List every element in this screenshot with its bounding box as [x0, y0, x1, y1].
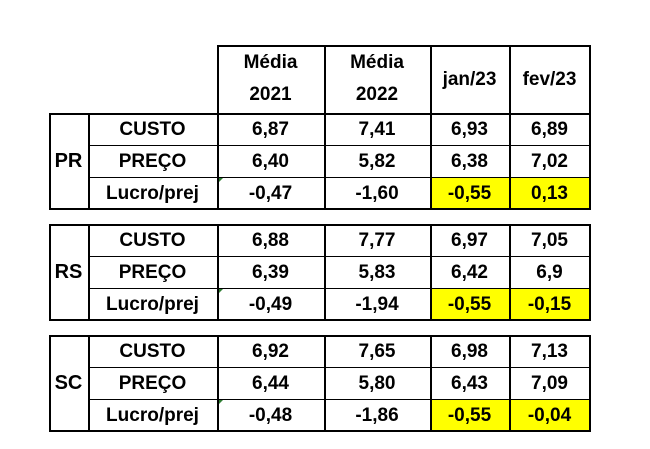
grid-line: [88, 256, 590, 257]
grid-line: [49, 319, 590, 321]
value-cell: 7,02: [531, 150, 568, 172]
grid-line: [324, 335, 326, 432]
value-cell: 0,13: [509, 177, 590, 209]
value-cell: -1,86: [355, 404, 399, 426]
header-media-2022: Média 2022: [324, 45, 430, 113]
grid-line: [509, 335, 511, 432]
value-cell: 6,44: [252, 372, 289, 394]
value-cell: 7,05: [531, 229, 568, 251]
grid-line: [217, 45, 219, 114]
value-cell: 5,83: [358, 261, 396, 283]
grid-line: [589, 113, 591, 210]
header-media-2021: Média 2021: [217, 45, 324, 113]
row-label: CUSTO: [119, 118, 186, 140]
grid-line: [430, 335, 432, 432]
value-cell: 5,82: [358, 150, 396, 172]
value-cell: 5,80: [358, 372, 396, 394]
grid-line: [217, 113, 219, 210]
grid-line: [88, 145, 590, 146]
grid-line: [88, 288, 590, 289]
value-cell: -0,55: [430, 177, 509, 209]
grid-line: [49, 224, 51, 321]
value-cell: 6,98: [451, 340, 488, 362]
value-cell: 7,09: [531, 372, 568, 394]
grid-line: [49, 113, 51, 210]
grid-line: [430, 45, 432, 114]
value-cell: 6,87: [252, 118, 289, 140]
grid-line: [324, 224, 326, 321]
grid-line: [49, 430, 590, 432]
cell-indicator-icon: [218, 289, 223, 294]
row-label: Lucro/prej: [106, 182, 199, 204]
value-cell: 7,65: [358, 340, 396, 362]
grid-line: [88, 399, 590, 400]
grid-line: [509, 113, 511, 210]
value-cell: 7,77: [358, 229, 396, 251]
grid-line: [589, 335, 591, 432]
value-cell: 6,97: [451, 229, 488, 251]
value-cell: 6,88: [252, 229, 289, 251]
header-jan23: jan/23: [442, 68, 497, 90]
row-label: CUSTO: [119, 229, 186, 251]
row-label: PREÇO: [118, 150, 187, 172]
value-cell: 6,39: [252, 261, 289, 283]
value-cell: -0,48: [248, 404, 293, 426]
row-label: Lucro/prej: [106, 404, 199, 426]
value-cell: 6,43: [451, 372, 488, 394]
value-cell: -1,60: [355, 182, 399, 204]
header-media-2021-line1: Média: [243, 52, 298, 73]
value-cell: 6,40: [252, 150, 289, 172]
region-label-pr: PR: [54, 150, 83, 172]
row-label: Lucro/prej: [106, 293, 199, 315]
grid-line: [217, 335, 219, 432]
grid-line: [324, 45, 326, 114]
grid-line: [509, 45, 511, 114]
grid-line: [49, 335, 51, 432]
grid-line: [88, 335, 90, 432]
cell-indicator-icon: [218, 400, 223, 405]
value-cell: 6,89: [531, 118, 568, 140]
row-label: PREÇO: [118, 261, 187, 283]
row-label: CUSTO: [119, 340, 186, 362]
grid-line: [217, 224, 219, 321]
grid-line: [430, 113, 432, 210]
header-media-2022-line1: Média: [350, 52, 404, 73]
value-cell: -0,15: [509, 288, 590, 320]
grid-line: [49, 224, 590, 226]
header-fev23: fev/23: [522, 68, 577, 90]
grid-line: [589, 224, 591, 321]
value-cell: -0,55: [430, 399, 509, 431]
grid-line: [49, 208, 590, 210]
header-media-2022-line2: 2022: [355, 84, 399, 105]
grid-line: [88, 367, 590, 368]
grid-line: [88, 177, 590, 178]
value-cell: -0,49: [248, 293, 293, 315]
value-cell: -1,94: [355, 293, 399, 315]
value-cell: 6,92: [252, 340, 289, 362]
grid-line: [324, 113, 326, 210]
value-cell: -0,04: [509, 399, 590, 431]
grid-line: [88, 224, 90, 321]
header-media-2021-line2: 2021: [249, 84, 292, 105]
region-label-rs: RS: [54, 261, 83, 283]
value-cell: -0,47: [248, 182, 293, 204]
value-cell: -0,55: [430, 288, 509, 320]
row-label: PREÇO: [118, 372, 187, 394]
grid-line: [430, 224, 432, 321]
value-cell: 7,13: [531, 340, 568, 362]
value-cell: 6,93: [451, 118, 488, 140]
value-cell: 6,38: [451, 150, 488, 172]
value-cell: 7,41: [358, 118, 396, 140]
grid-line: [509, 224, 511, 321]
grid-line: [49, 113, 590, 115]
grid-line: [49, 335, 590, 337]
value-cell: 6,42: [451, 261, 488, 283]
region-label-sc: SC: [54, 372, 83, 394]
grid-line: [589, 45, 591, 114]
grid-line: [88, 113, 90, 210]
cell-indicator-icon: [218, 178, 223, 183]
value-cell: 6,9: [536, 261, 563, 283]
grid-line: [217, 45, 590, 47]
